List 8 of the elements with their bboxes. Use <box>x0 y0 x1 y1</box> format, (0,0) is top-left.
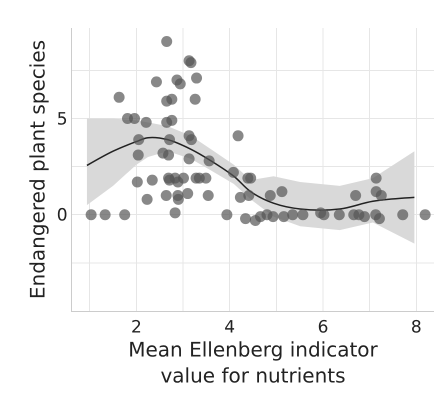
y-tick-label: 0 <box>56 206 68 226</box>
x-axis-title: Mean Ellenberg indicator value for nutrients <box>128 337 379 388</box>
y-tick-label: 5 <box>56 109 68 130</box>
x-tick-label: 2 <box>130 317 142 338</box>
x-tick-label: 6 <box>318 317 328 338</box>
x-tick-label: 8 <box>410 317 422 338</box>
x-tick-label: 4 <box>224 317 236 338</box>
y-axis-title: Endangered plant species <box>25 40 50 300</box>
